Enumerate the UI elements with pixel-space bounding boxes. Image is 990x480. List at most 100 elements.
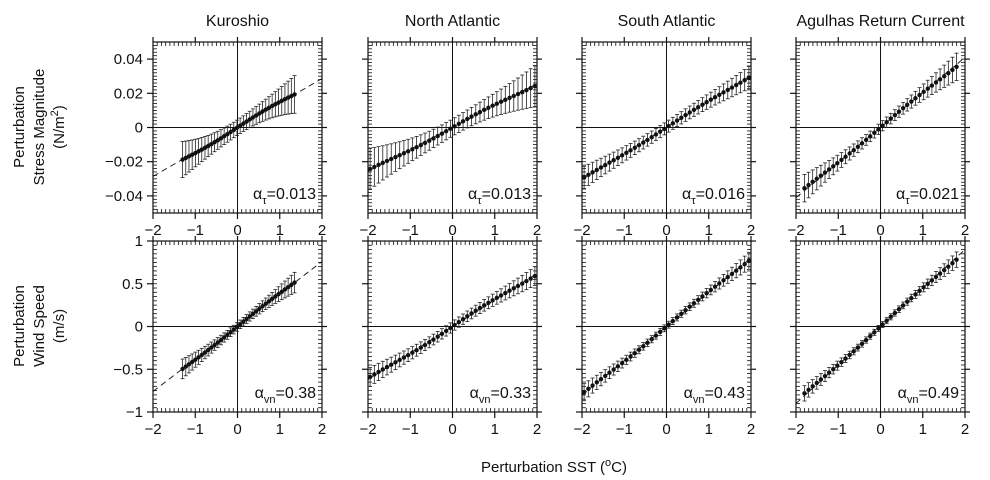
data-point	[590, 383, 595, 388]
data-point	[401, 355, 407, 360]
x-tick-label: 1	[276, 222, 284, 239]
data-point	[196, 355, 201, 360]
data-point	[810, 384, 815, 389]
data-point	[221, 134, 227, 139]
alpha-value: =0.021	[910, 186, 959, 203]
data-point	[397, 152, 402, 158]
data-point	[929, 278, 935, 283]
data-point	[380, 160, 385, 166]
data-point	[721, 278, 726, 283]
alpha-symbol: α	[898, 385, 907, 402]
data-point	[237, 322, 243, 327]
plot-area	[153, 261, 322, 392]
data-point	[900, 106, 906, 111]
data-point	[507, 95, 512, 101]
data-point	[632, 145, 638, 151]
data-point	[679, 115, 684, 121]
data-point	[859, 341, 865, 347]
panel-0: −2 −1 0 1 2 −0.04 −0.02 0 0.02 0.04 Kuroshio ατ=0.0…	[105, 13, 327, 239]
data-point	[603, 162, 608, 168]
row-label-wind-line3: (m/s)	[51, 309, 68, 343]
x-tick-label: 0	[876, 222, 884, 239]
data-point	[257, 111, 262, 116]
data-point	[469, 114, 474, 119]
y-tick-label: −0.5	[113, 361, 143, 378]
data-point	[443, 328, 449, 334]
data-point	[810, 179, 815, 185]
data-point	[477, 305, 483, 311]
row-label-wind-line1: Perturbation	[11, 285, 28, 367]
data-point	[376, 162, 381, 168]
data-point	[244, 316, 249, 322]
x-tick-label: 1	[276, 421, 284, 438]
data-point	[241, 121, 246, 126]
data-point	[937, 77, 943, 82]
data-point	[717, 281, 722, 286]
data-point	[954, 257, 959, 262]
x-tick-label: −1	[187, 421, 204, 438]
alpha-subscript: τ	[262, 195, 267, 207]
data-point	[231, 127, 236, 133]
data-point	[619, 153, 625, 158]
data-point	[586, 386, 591, 392]
data-point	[289, 282, 294, 288]
x-tick-label: 2	[747, 222, 755, 239]
data-point	[598, 376, 604, 382]
data-point	[868, 134, 873, 139]
data-point	[843, 356, 848, 361]
data-point	[863, 337, 869, 343]
data-point	[212, 140, 217, 145]
data-point	[831, 164, 836, 169]
data-point	[279, 289, 284, 294]
x-tick-label: 2	[533, 421, 541, 438]
data-point	[269, 296, 275, 302]
panel-title: Kuroshio	[206, 13, 269, 30]
data-point	[405, 149, 411, 154]
x-tick-label: −1	[830, 222, 847, 239]
alpha-symbol: α	[253, 186, 262, 203]
row-label-stress-line2: Stress Magnitude	[31, 69, 48, 186]
data-point	[884, 318, 889, 323]
data-point	[225, 332, 230, 338]
data-point	[511, 286, 516, 291]
data-point	[292, 280, 297, 285]
data-point	[734, 268, 739, 273]
data-point	[843, 154, 848, 159]
data-point	[384, 158, 390, 164]
data-point	[674, 315, 680, 320]
y-tick-label: 0	[135, 120, 143, 137]
data-point	[708, 287, 714, 293]
data-point	[954, 64, 959, 70]
x-tick-label: −2	[144, 421, 161, 438]
data-point	[209, 345, 214, 350]
data-point	[933, 274, 939, 280]
data-point	[721, 90, 726, 95]
data-point	[427, 340, 432, 345]
alpha-value: =0.43	[705, 385, 746, 402]
data-point	[205, 347, 211, 353]
data-point	[900, 303, 906, 308]
x-tick-label: −2	[359, 222, 376, 239]
plot-area	[368, 266, 537, 387]
data-point	[490, 298, 495, 303]
data-point	[814, 380, 819, 386]
data-point	[700, 102, 705, 107]
data-point	[607, 160, 612, 165]
data-point	[456, 319, 462, 325]
data-point	[250, 115, 256, 120]
data-point	[460, 316, 466, 322]
x-tick-label: −1	[616, 421, 633, 438]
data-point	[372, 164, 377, 170]
data-point	[393, 360, 398, 365]
data-point	[942, 74, 947, 79]
alpha-symbol: α	[255, 385, 264, 402]
data-point	[628, 148, 633, 153]
data-point	[725, 87, 730, 93]
data-point	[221, 335, 227, 340]
y-tick-label: −0.04	[105, 188, 143, 205]
row-label-stress-line3: (N/m2)	[49, 105, 68, 149]
data-point	[582, 389, 587, 395]
data-point	[368, 166, 373, 172]
data-point	[503, 97, 508, 103]
